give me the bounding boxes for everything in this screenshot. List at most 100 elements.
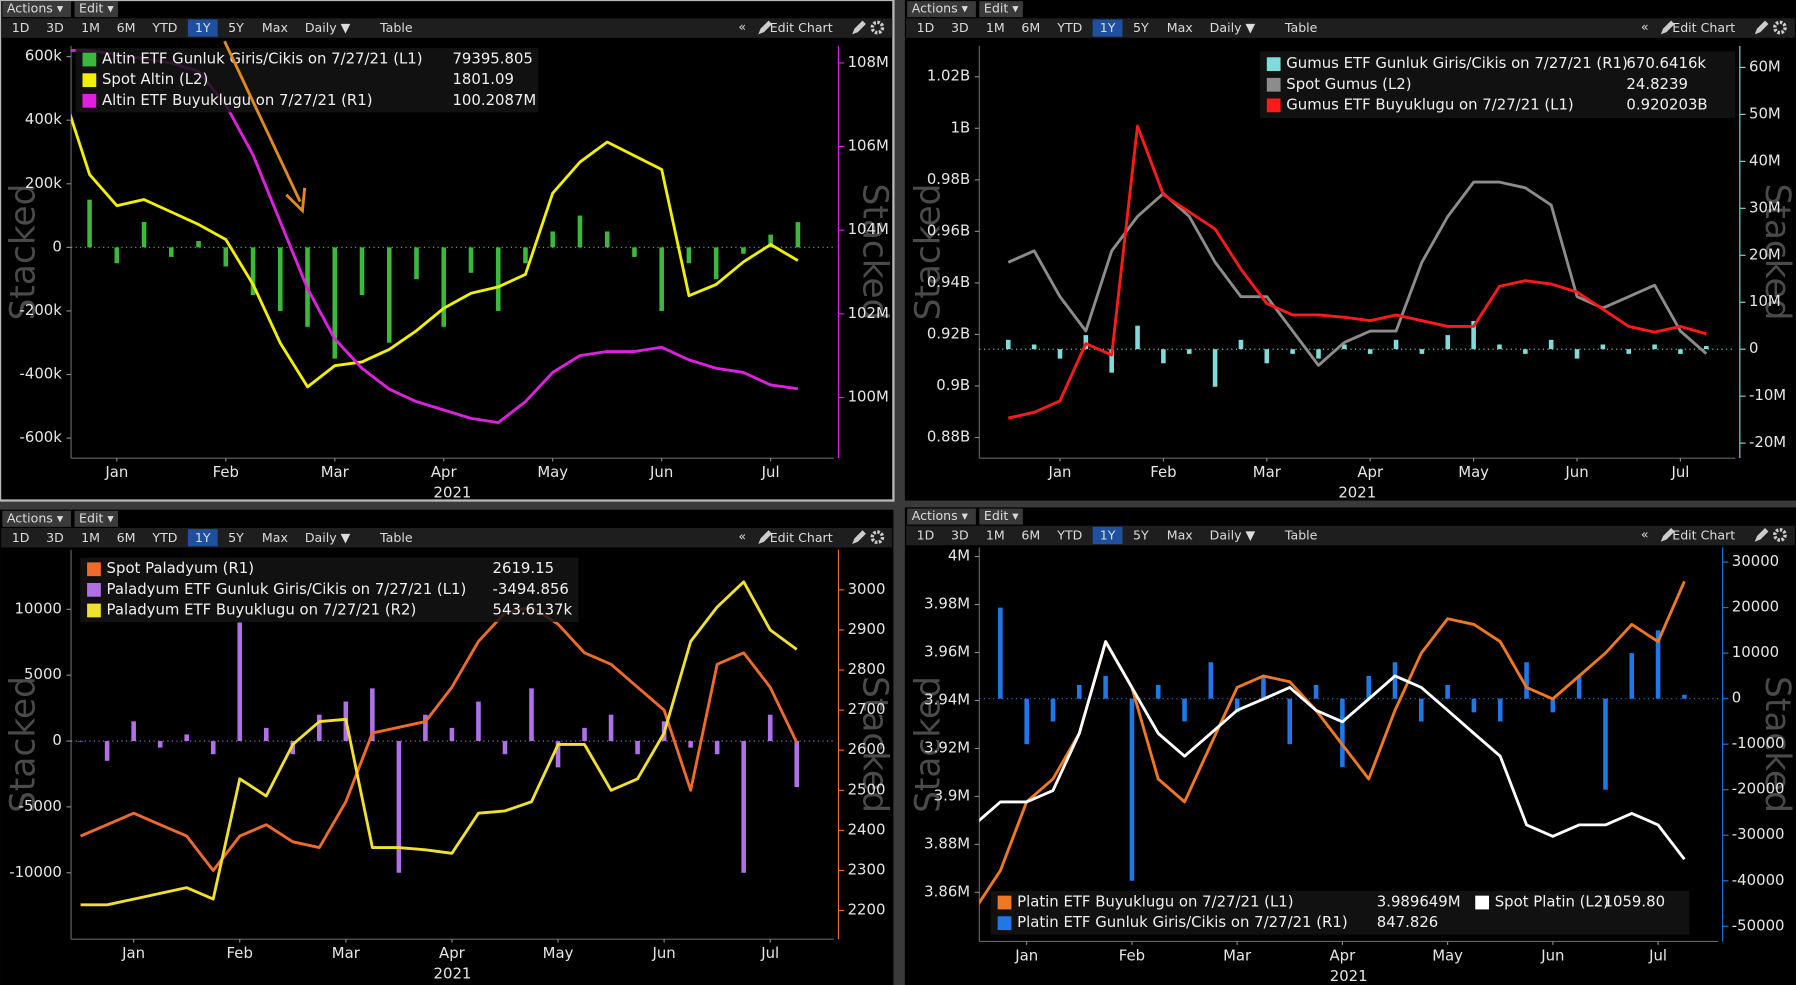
frequency-button[interactable]: Daily ▼ [1210, 20, 1256, 35]
x-tick-label: Feb [227, 944, 253, 962]
range-button[interactable]: 1M [81, 20, 100, 35]
legend-swatch [82, 73, 97, 88]
bar [414, 247, 419, 280]
range-button[interactable]: YTD [151, 530, 177, 545]
frequency-button[interactable]: Daily ▼ [305, 530, 351, 545]
edit-chart-button[interactable]: Edit Chart [1672, 20, 1735, 35]
watermark: Stacked [1757, 676, 1796, 813]
back-button[interactable]: « [738, 19, 746, 34]
edit-icon[interactable] [852, 530, 866, 545]
table-button[interactable]: Table [379, 20, 413, 35]
range-button[interactable]: 6M [1021, 20, 1040, 35]
range-active [1092, 526, 1123, 545]
menu-button[interactable] [74, 1, 119, 18]
bar [1005, 339, 1011, 350]
bar [502, 741, 508, 755]
y2-tick-label: 2400 [848, 820, 886, 838]
range-button[interactable]: 1M [986, 20, 1005, 35]
y2-tick-label: -30000 [1732, 825, 1785, 843]
y-tick-label: 3.88M [924, 834, 970, 852]
y-tick-label: 0.94B [927, 273, 970, 291]
menu-button[interactable] [907, 508, 976, 525]
back-button[interactable]: « [1641, 19, 1649, 34]
range-button[interactable]: 1D [12, 530, 30, 545]
y-tick-label: 200k [25, 174, 62, 192]
menu-button[interactable] [979, 508, 1023, 525]
range-button[interactable]: 5Y [228, 530, 244, 545]
bar [237, 622, 243, 742]
bar [1445, 335, 1451, 350]
table-button[interactable]: Table [379, 530, 413, 545]
range-button[interactable]: 1D [917, 528, 935, 543]
settings-icon[interactable] [1773, 20, 1787, 35]
y2-tick-label: -50000 [1732, 916, 1785, 934]
edit-icon[interactable] [1754, 528, 1769, 542]
range-button[interactable]: 5Y [1133, 20, 1149, 35]
table-button[interactable]: Table [1284, 20, 1318, 35]
range-button[interactable]: Max [1167, 528, 1194, 543]
range-button[interactable]: 5Y [228, 20, 244, 35]
bar [1574, 349, 1580, 359]
bar [1497, 698, 1503, 722]
range-button[interactable]: 1M [81, 530, 100, 545]
menu-button[interactable] [2, 510, 72, 527]
edit-icon[interactable] [1754, 20, 1769, 35]
range-button[interactable]: 1D [917, 20, 935, 35]
range-button[interactable]: 3D [46, 20, 64, 35]
edit-icon[interactable] [852, 20, 866, 35]
bar [768, 234, 773, 248]
menu-button[interactable] [74, 510, 119, 527]
frequency-button[interactable]: Daily ▼ [305, 20, 351, 35]
range-button[interactable]: 1Y [195, 530, 211, 545]
bar [1313, 685, 1319, 699]
back-button[interactable]: « [1641, 526, 1649, 541]
range-button[interactable]: 6M [1021, 528, 1040, 543]
frequency-button[interactable]: Daily ▼ [1210, 528, 1256, 543]
bar [1342, 344, 1347, 350]
menu-button[interactable] [907, 1, 976, 18]
range-button[interactable]: 6M [117, 20, 136, 35]
range-button[interactable]: 3D [951, 528, 969, 543]
range-button[interactable]: 1Y [1100, 20, 1116, 35]
range-button[interactable]: 1D [12, 20, 30, 35]
menu-button[interactable] [2, 1, 72, 18]
legend-value: 847.826 [1377, 913, 1439, 931]
range-button[interactable]: YTD [1056, 20, 1082, 35]
edit-chart-button[interactable]: Edit Chart [770, 530, 833, 545]
settings-icon[interactable] [1773, 528, 1787, 542]
bar [449, 727, 455, 742]
legend-label: Paladyum ETF Buyuklugu on 7/27/21 (R2) [107, 600, 417, 618]
y-tick-label: 3.9M [934, 786, 971, 804]
y2-tick-label: 2200 [848, 901, 886, 919]
range-button[interactable]: YTD [1056, 528, 1082, 543]
y2-tick-label: 108M [848, 53, 889, 71]
x-tick-label: May [537, 463, 568, 481]
bar [604, 231, 610, 248]
range-button[interactable]: Max [1167, 20, 1194, 35]
y2-tick-label: -10M [1749, 386, 1786, 404]
range-button[interactable]: Max [262, 530, 289, 545]
range-button[interactable]: 1Y [195, 20, 211, 35]
y-tick-label: 0.96B [927, 221, 970, 239]
table-button[interactable]: Table [1284, 528, 1318, 543]
range-button[interactable]: 3D [951, 20, 969, 35]
range-button[interactable]: 1M [986, 528, 1005, 543]
bar [87, 199, 92, 248]
range-button[interactable]: 5Y [1133, 528, 1149, 543]
menu-button[interactable] [979, 1, 1023, 18]
back-button[interactable]: « [738, 529, 746, 544]
range-button[interactable]: 3D [46, 530, 64, 545]
range-button[interactable]: 1Y [1100, 528, 1116, 543]
range-button[interactable]: 6M [117, 530, 136, 545]
range-button[interactable]: Max [262, 20, 289, 35]
bar [632, 247, 637, 257]
menu-label: Edit ▾ [79, 1, 114, 16]
range-button[interactable]: YTD [151, 20, 177, 35]
legend-swatch [1266, 98, 1281, 113]
x-tick-label: Feb [1150, 463, 1176, 481]
bar [635, 741, 640, 755]
edit-chart-button[interactable]: Edit Chart [770, 20, 833, 35]
settings-icon[interactable] [870, 20, 885, 35]
edit-chart-button[interactable]: Edit Chart [1672, 528, 1735, 543]
legend-value: 1059.80 [1604, 893, 1666, 911]
